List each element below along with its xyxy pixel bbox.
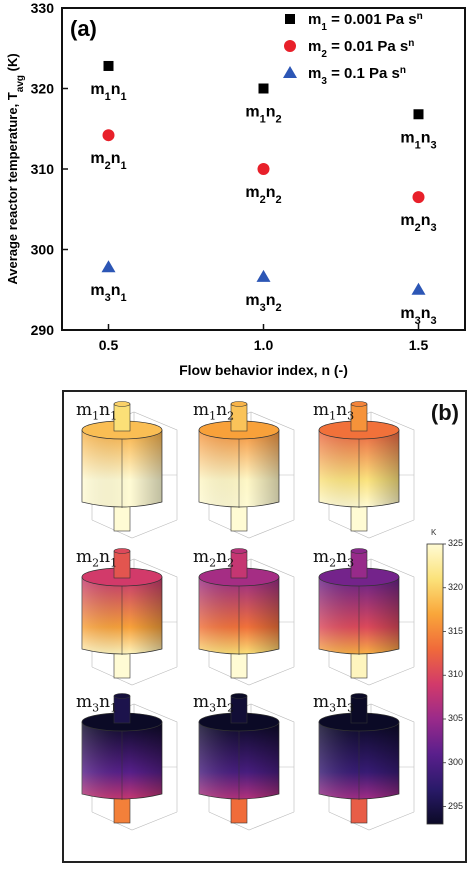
legend-entry: m2 = 0.01 Pa sn [308, 38, 414, 60]
contour-cell: m2n3 [309, 547, 429, 697]
contour-cell: m2n1 [72, 547, 192, 697]
reactor-model [318, 548, 415, 686]
colorbar-tick-label: 310 [448, 669, 464, 680]
wireframe [208, 666, 295, 686]
inlet-top [350, 401, 368, 407]
y-tick-label: 310 [31, 161, 55, 177]
data-point [413, 109, 424, 120]
reactor-model [318, 693, 415, 831]
inlet-top [113, 548, 131, 554]
data-point [258, 83, 269, 94]
data-point [256, 269, 271, 282]
wireframe [328, 519, 415, 539]
point-label: m1n3 [400, 129, 436, 151]
colorbar-tick-label: 305 [448, 713, 464, 723]
reactor-model [81, 401, 178, 539]
inlet-top [230, 693, 248, 699]
reactor-model [198, 548, 295, 686]
contour-graphics [81, 401, 446, 831]
temperature-contour-panel: (b) m1n1 m1n2 m1n3 m2n1 m2n2 m2n3 m3n1 m3n2 m3n3… [62, 390, 467, 863]
wireframe [208, 519, 295, 539]
inlet-top [230, 548, 248, 554]
wireframe [208, 811, 295, 831]
reactor-model [198, 693, 295, 831]
inlet-top [113, 693, 131, 699]
reactor-model [81, 548, 178, 686]
colorbar-tick-label: 320 [448, 581, 464, 592]
colorbar [426, 543, 444, 825]
data-point [103, 60, 114, 71]
x-tick-label: 1.0 [254, 337, 274, 353]
wireframe [328, 666, 415, 686]
colorbar-tick-label: 295 [448, 800, 464, 811]
cell-label: m3n2 [193, 692, 235, 715]
cell-label: m2n2 [193, 547, 235, 570]
point-label: m2n1 [90, 150, 126, 172]
data-point [257, 163, 270, 175]
data-point [412, 191, 425, 204]
y-tick-label: 320 [31, 81, 55, 97]
panel-b-label: (b) [430, 400, 459, 425]
colorbar-unit: K [431, 528, 437, 537]
data-point [101, 260, 116, 273]
point-label: m3n3 [400, 305, 436, 327]
wireframe [91, 811, 178, 831]
legend-entry: m3 = 0.1 Pa sn [308, 65, 406, 87]
y-tick-label: 330 [31, 0, 55, 16]
contour-cell: m1n2 [189, 400, 309, 550]
wireframe [91, 666, 178, 686]
legend-marker [285, 14, 295, 24]
data-point [411, 282, 426, 295]
cell-label: m3n3 [313, 692, 355, 715]
legend-marker [284, 40, 296, 52]
point-label: m1n2 [245, 104, 281, 126]
inlet-top [230, 401, 248, 407]
data-point [102, 129, 115, 142]
wireframe [91, 519, 178, 539]
reactor-model [81, 693, 178, 831]
inlet-top [350, 693, 368, 699]
contour-cell: m1n1 [72, 400, 192, 550]
x-tick-label: 0.5 [99, 337, 119, 353]
point-label: m1n1 [90, 81, 126, 103]
cell-label: m2n1 [76, 547, 118, 570]
legend-marker [283, 66, 297, 78]
reactor-model [198, 401, 295, 539]
legend-entry: m1 = 0.001 Pa sn [308, 11, 423, 33]
reactor-model [318, 401, 415, 539]
contour-cell: m3n3 [309, 692, 429, 842]
cell-label: m1n2 [193, 400, 235, 423]
point-label: m3n1 [90, 282, 126, 304]
contour-cell: m3n1 [72, 692, 192, 842]
x-tick-label: 1.5 [409, 337, 429, 353]
cell-label: m3n1 [76, 692, 118, 715]
point-label: m3n2 [245, 292, 281, 314]
contour-cell: m2n2 [189, 547, 309, 697]
x-axis-label: Flow behavior index, n (-) [179, 362, 348, 378]
inlet-top [113, 401, 131, 407]
cell-label: m2n3 [313, 547, 355, 570]
colorbar-tick-label: 315 [448, 625, 464, 636]
cell-label: m1n3 [313, 400, 355, 423]
contour-cell: m3n2 [189, 692, 309, 842]
inlet-top [350, 548, 368, 554]
y-tick-label: 290 [31, 322, 55, 338]
point-label: m2n3 [400, 212, 436, 234]
contour-cell: m1n3 [309, 400, 429, 550]
wireframe [328, 811, 415, 831]
scatter-chart: 290 300 310 320 330 0.5 1.0 1.5 Flow behavior in… [5, 0, 466, 378]
cell-label: m1n1 [76, 400, 118, 423]
panel-a-label: (a) [70, 16, 97, 41]
colorbar-tick-label: 300 [448, 756, 464, 767]
colorbar-tick-label: 325 [448, 538, 464, 548]
y-tick-label: 300 [31, 242, 55, 258]
y-axis-label: Average reactor temperature, Tavg (K) [5, 53, 26, 284]
point-label: m2n2 [245, 184, 281, 206]
